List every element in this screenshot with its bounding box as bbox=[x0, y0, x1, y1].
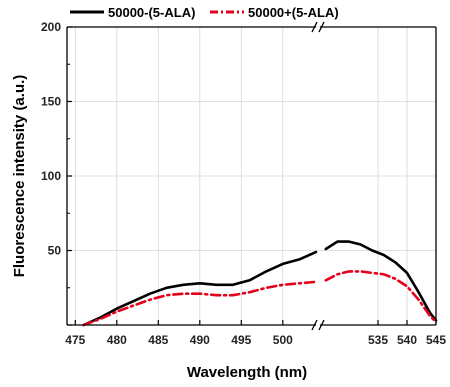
series-1-line-part-2 bbox=[324, 240, 438, 322]
break-mark-bottom bbox=[318, 319, 325, 331]
ticks-layer: 50 100 150 200 475 480 485 490 495 500 535 540 545 bbox=[41, 20, 446, 347]
legend-label-series-1: 50000-(5-ALA) bbox=[108, 5, 195, 20]
y-tick-label: 150 bbox=[41, 95, 61, 109]
break-mark-bottom bbox=[311, 319, 318, 331]
legend-label-series-2: 50000+(5-ALA) bbox=[248, 5, 339, 20]
x-axis-label: Wavelength (nm) bbox=[187, 364, 307, 381]
series-layer bbox=[82, 240, 438, 327]
y-tick-label: 200 bbox=[41, 20, 61, 34]
x-tick-label: 500 bbox=[273, 333, 293, 347]
x-tick-label: 490 bbox=[190, 333, 210, 347]
break-mark-top bbox=[318, 21, 325, 33]
series-2-line-part-2 bbox=[324, 270, 438, 324]
legend: 50000-(5-ALA) 50000+(5-ALA) bbox=[70, 5, 339, 20]
break-mark-top bbox=[311, 21, 318, 33]
x-tick-label: 475 bbox=[65, 333, 85, 347]
series-2-line-part-1 bbox=[82, 280, 318, 327]
x-tick-label: 495 bbox=[231, 333, 251, 347]
x-tick-label: 480 bbox=[107, 333, 127, 347]
series-1-line-part-1 bbox=[82, 250, 318, 327]
x-tick-label: 545 bbox=[426, 333, 446, 347]
x-tick-label: 535 bbox=[368, 333, 388, 347]
x-tick-label: 540 bbox=[397, 333, 417, 347]
y-axis-label: Fluorescence intensity (a.u.) bbox=[11, 75, 28, 278]
x-tick-label: 485 bbox=[148, 333, 168, 347]
y-tick-label: 100 bbox=[41, 169, 61, 183]
y-tick-label: 50 bbox=[48, 244, 62, 258]
